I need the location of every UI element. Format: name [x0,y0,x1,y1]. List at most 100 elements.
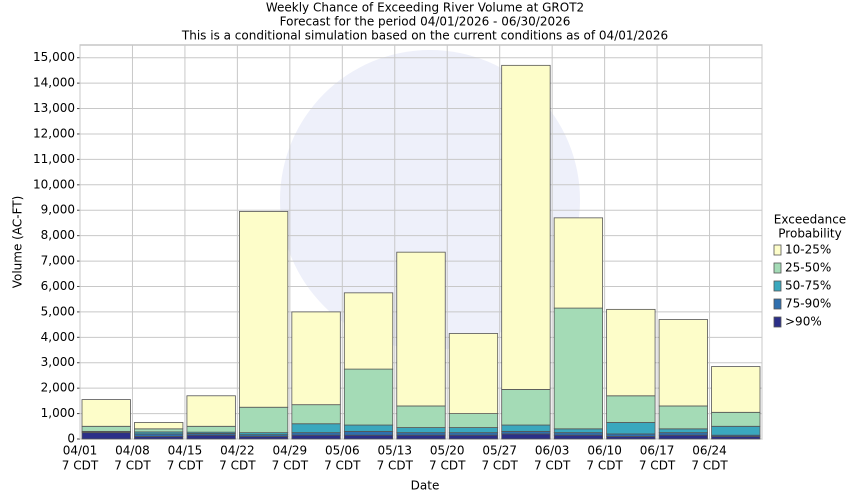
bar-segment [658,319,708,407]
bar-segment [606,395,656,423]
y-tick-label: 5,000 [41,304,75,318]
legend-swatch [773,298,782,310]
bar-segment [81,425,131,432]
bar-segment [553,434,604,440]
legend-label: 75-90% [785,297,831,311]
legend-swatch [773,316,782,328]
y-tick-label: 8,000 [41,228,75,242]
bar-segment [606,308,656,397]
bar-segment [448,434,499,440]
y-tick-label: 15,000 [33,50,75,64]
x-tick-label: 05/20 [430,444,465,458]
bar-segment [658,405,708,430]
legend-title: Exceedance [774,213,846,227]
y-tick-label: 11,000 [33,152,75,166]
bar-segment [658,434,708,440]
bar-segment [396,427,446,434]
bar-segment [186,434,236,440]
x-tick-sublabel: 7 CDT [62,459,99,473]
legend-label: 25-50% [785,261,831,275]
bar-segment [81,432,131,440]
bar-segment [134,422,184,430]
bar-segment [711,411,761,427]
x-tick-sublabel: 7 CDT [377,459,414,473]
x-tick-sublabel: 7 CDT [586,459,623,473]
bar-segment [81,399,131,427]
bar-segment [343,368,394,426]
bar-segment [448,413,499,428]
bar-segment [501,433,551,440]
bar-segment [238,406,289,434]
x-tick-sublabel: 7 CDT [639,459,676,473]
bar-segment [501,64,551,390]
x-tick-sublabel: 7 CDT [324,459,361,473]
bar-segment [291,434,341,440]
bar-segment [396,251,446,407]
x-tick-label: 04/01 [63,444,98,458]
chart-title: Weekly Chance of Exceeding River Volume … [266,1,584,15]
bar-segment [343,424,394,432]
y-axis-label: Volume (AC-FT) [11,196,25,289]
bar-segment [291,404,341,425]
legend-swatch [773,262,782,274]
bar-segment [501,389,551,426]
legend-swatch [773,280,782,292]
legend-label: 50-75% [785,279,831,293]
x-tick-label: 06/17 [640,444,675,458]
x-tick-label: 04/08 [115,444,150,458]
bar-segment [343,430,394,436]
bar-segment [343,434,394,440]
y-tick-label: 14,000 [33,76,75,90]
y-tick-label: 6,000 [41,279,75,293]
x-tick-sublabel: 7 CDT [272,459,309,473]
x-tick-label: 04/29 [273,444,308,458]
chart-subtitle: Forecast for the period 04/01/2026 - 06/… [280,15,571,29]
bar-segment [606,422,656,435]
bar-segment [553,428,604,434]
x-tick-label: 05/06 [325,444,360,458]
x-tick-label: 06/10 [587,444,622,458]
bar-segment [448,333,499,414]
bar-segment [553,217,604,309]
x-tick-sublabel: 7 CDT [114,459,151,473]
y-tick-label: 12,000 [33,126,75,140]
bar-segment [291,311,341,406]
bar-segment [134,428,184,433]
y-tick-label: 3,000 [41,355,75,369]
x-tick-sublabel: 7 CDT [219,459,256,473]
x-tick-label: 04/22 [220,444,255,458]
chart-subtitle: This is a conditional simulation based o… [181,29,668,43]
x-tick-label: 05/13 [377,444,412,458]
bar-segment [711,425,761,436]
x-tick-label: 06/03 [535,444,570,458]
y-tick-label: 7,000 [41,254,75,268]
y-tick-label: 13,000 [33,101,75,115]
x-tick-sublabel: 7 CDT [167,459,204,473]
bar-segment [501,424,551,432]
x-tick-sublabel: 7 CDT [691,459,728,473]
y-tick-label: 1,000 [41,406,75,420]
bar-segment [396,405,446,428]
y-tick-label: 10,000 [33,177,75,191]
x-tick-sublabel: 7 CDT [429,459,466,473]
x-axis-label: Date [411,479,440,493]
y-tick-label: 2,000 [41,381,75,395]
bar-segment [658,428,708,434]
x-tick-label: 05/27 [482,444,517,458]
y-tick-label: 0 [67,432,75,446]
bar-segment [238,211,289,408]
bar-segment [186,395,236,427]
bar-segment [291,423,341,434]
legend-swatch [773,244,782,256]
bar-segment [448,427,499,434]
x-tick-sublabel: 7 CDT [481,459,518,473]
x-tick-label: 04/15 [168,444,203,458]
y-tick-label: 4,000 [41,330,75,344]
x-tick-sublabel: 7 CDT [534,459,571,473]
bar-segment [186,425,236,433]
bar-segment [553,307,604,430]
legend-label: 10-25% [785,243,831,257]
bar-segment [396,434,446,440]
y-tick-label: 9,000 [41,203,75,217]
